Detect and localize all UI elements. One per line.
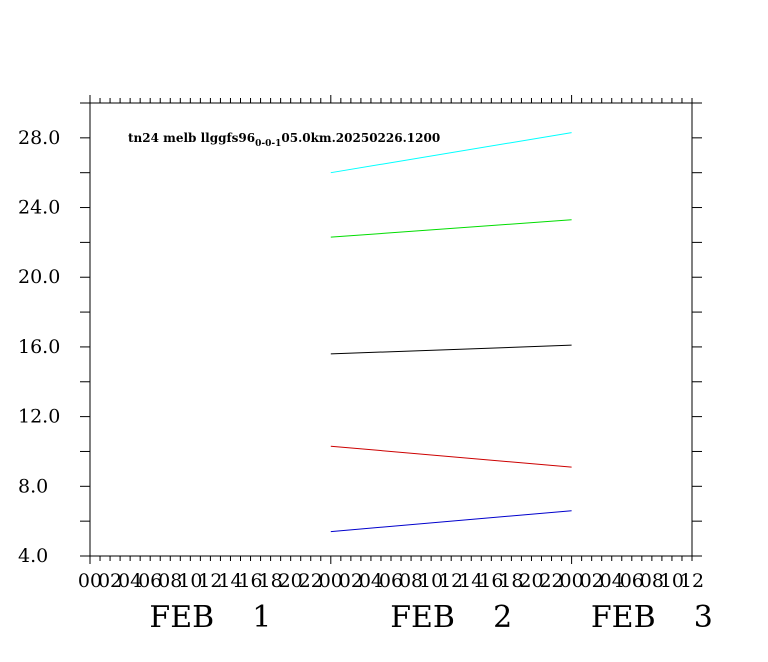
x-tick-label: 22 bbox=[539, 570, 563, 592]
x-tick-label: 14 bbox=[459, 570, 483, 592]
x-tick-label: 04 bbox=[359, 570, 383, 592]
x-tick-label: 20 bbox=[519, 570, 543, 592]
y-tick-labels: 4.0 8.0 12.0 16.0 20.0 24.0 28.0 bbox=[18, 127, 60, 567]
x-tick-label: 12 bbox=[680, 570, 704, 592]
y-tick-label: 4.0 bbox=[18, 545, 48, 567]
x-tick-label: 08 bbox=[640, 570, 664, 592]
x-tick-label: 12 bbox=[439, 570, 463, 592]
x-date-labels: FEB 1 FEB 2 FEB 3 bbox=[149, 600, 712, 635]
x-tick-label: 08 bbox=[399, 570, 423, 592]
x-tick-label: 16 bbox=[238, 570, 262, 592]
series-line-4 bbox=[330, 510, 572, 533]
x-date-label: FEB 1 bbox=[149, 600, 271, 635]
x-tick-label: 06 bbox=[620, 570, 644, 592]
x-tick-label: 00 bbox=[78, 570, 102, 592]
axis-ticks bbox=[80, 95, 702, 564]
x-tick-label: 18 bbox=[259, 570, 283, 592]
x-tick-label: 04 bbox=[600, 570, 624, 592]
y-tick-label: 16.0 bbox=[18, 336, 60, 358]
x-tick-label: 06 bbox=[379, 570, 403, 592]
y-tick-label: 20.0 bbox=[18, 266, 60, 288]
series-line-1 bbox=[330, 219, 572, 238]
x-tick-label: 10 bbox=[660, 570, 684, 592]
x-tick-label: 00 bbox=[560, 570, 584, 592]
series-line-0 bbox=[330, 132, 572, 174]
y-tick-label: 28.0 bbox=[18, 127, 60, 149]
x-tick-label: 14 bbox=[218, 570, 242, 592]
x-tick-label: 10 bbox=[178, 570, 202, 592]
series-line-3 bbox=[330, 445, 572, 468]
x-tick-label: 08 bbox=[158, 570, 182, 592]
y-tick-label: 12.0 bbox=[18, 406, 60, 428]
x-date-label: FEB 2 bbox=[390, 600, 512, 635]
x-tick-label: 04 bbox=[118, 570, 142, 592]
x-tick-label: 02 bbox=[339, 570, 363, 592]
x-tick-label: 02 bbox=[580, 570, 604, 592]
x-tick-label: 18 bbox=[499, 570, 523, 592]
series-line-2 bbox=[330, 344, 572, 355]
x-tick-label: 22 bbox=[299, 570, 323, 592]
x-tick-label: 12 bbox=[198, 570, 222, 592]
y-tick-label: 24.0 bbox=[18, 197, 60, 219]
plot-frame bbox=[89, 102, 693, 557]
x-tick-label: 20 bbox=[279, 570, 303, 592]
x-tick-label: 06 bbox=[138, 570, 162, 592]
x-tick-labels: 0002040608101214161820220002040608101214… bbox=[78, 570, 704, 592]
series-lines bbox=[330, 132, 572, 533]
chart-title: tn24 melb llggfs960-0-105.0km.20250226.1… bbox=[128, 131, 440, 149]
y-tick-label: 8.0 bbox=[18, 475, 48, 497]
x-tick-label: 02 bbox=[98, 570, 122, 592]
x-tick-label: 16 bbox=[479, 570, 503, 592]
x-tick-label: 10 bbox=[419, 570, 443, 592]
x-date-label: FEB 3 bbox=[591, 600, 713, 635]
x-tick-label: 00 bbox=[319, 570, 343, 592]
